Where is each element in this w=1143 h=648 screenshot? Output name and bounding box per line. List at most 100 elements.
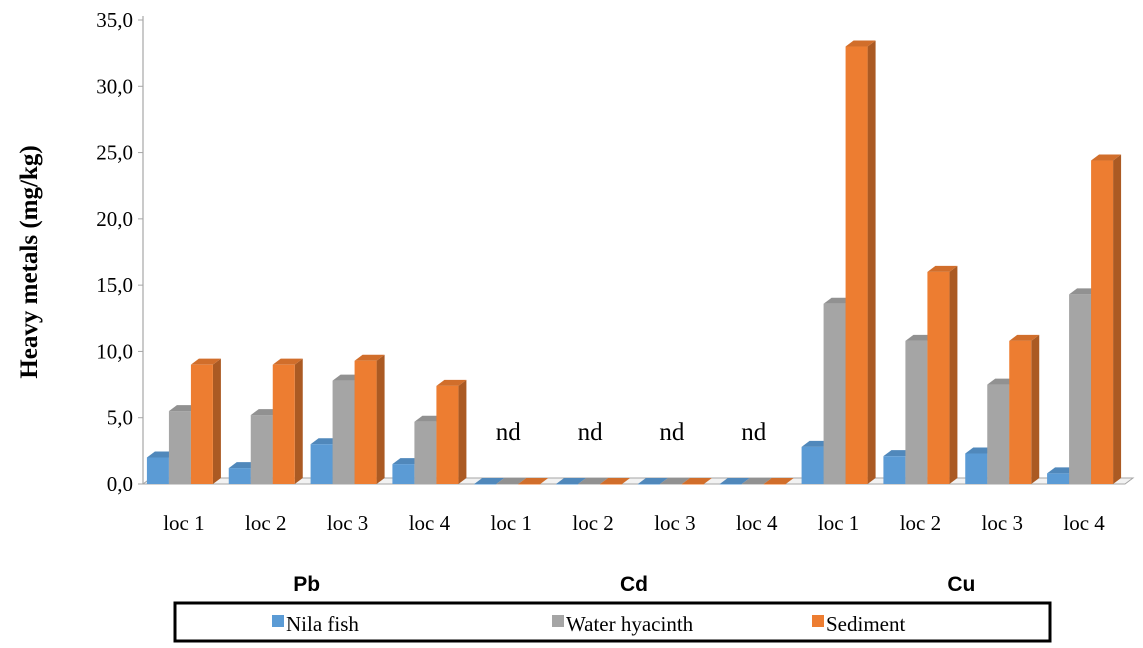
legend-swatch: [272, 615, 284, 627]
bar: [719, 478, 750, 485]
y-tick-label: 5,0: [107, 406, 133, 430]
y-tick-label: 10,0: [96, 339, 133, 363]
y-axis-title: Heavy metals (mg/kg): [16, 145, 43, 378]
bar: [681, 478, 712, 485]
bar-front: [659, 484, 682, 485]
bar: [927, 265, 958, 484]
bar-top: [578, 478, 609, 484]
x-tick-label: loc 2: [572, 511, 613, 535]
bar: [436, 379, 467, 484]
bar-side: [1113, 154, 1122, 485]
group-label: Pb: [293, 573, 320, 596]
bar-top: [1091, 154, 1122, 161]
legend-entry: Nila fish: [272, 612, 359, 636]
x-tick-label: loc 3: [982, 511, 1023, 535]
y-tick-label: 35,0: [96, 8, 133, 32]
bar-front: [637, 484, 660, 485]
bar-side: [376, 354, 385, 484]
bar-front: [496, 484, 519, 485]
nd-annotation: nd: [741, 419, 767, 446]
bar-front: [845, 46, 868, 485]
legend-label: Water hyacinth: [566, 612, 694, 636]
x-tick-label: loc 3: [654, 511, 695, 535]
bar-front: [1091, 160, 1114, 485]
bar-front: [965, 453, 988, 484]
bar-side: [867, 40, 876, 485]
nd-annotation: nd: [496, 419, 522, 446]
legend-swatch: [552, 615, 564, 627]
x-tick-label: loc 4: [736, 511, 778, 535]
bar-front: [190, 364, 213, 484]
bar-front: [578, 484, 601, 485]
y-tick-label: 15,0: [96, 273, 133, 297]
bar-side: [294, 358, 303, 484]
bar-front: [354, 360, 377, 484]
bar: [763, 478, 794, 485]
bar-top: [474, 478, 505, 484]
bar: [518, 478, 549, 485]
bar: [578, 478, 609, 485]
group-label: Cu: [947, 573, 975, 596]
bar-side: [1031, 334, 1040, 484]
bar-front: [801, 446, 824, 484]
x-tick-label: loc 2: [245, 511, 286, 535]
bar-top: [518, 478, 549, 484]
bar-top: [600, 478, 631, 484]
bar-top: [681, 478, 712, 484]
bar-front: [310, 444, 333, 484]
bar-front: [146, 457, 169, 484]
x-tick-label: loc 1: [491, 511, 532, 535]
bar-front: [332, 380, 355, 484]
bar-top: [190, 358, 221, 365]
bar-top: [741, 478, 772, 484]
bar-front: [228, 468, 251, 484]
nd-annotation: nd: [659, 419, 685, 446]
bar-front: [474, 484, 497, 485]
bar: [1009, 334, 1040, 484]
x-tick-label: loc 4: [409, 511, 451, 535]
bar: [1091, 154, 1122, 485]
y-tick-label: 25,0: [96, 141, 133, 165]
bar-top: [556, 478, 587, 484]
bars: [146, 40, 1122, 485]
bar-side: [458, 379, 467, 484]
bar-front: [763, 484, 786, 485]
x-tick-label: loc 3: [327, 511, 368, 535]
bar-top: [659, 478, 690, 484]
bar: [659, 478, 690, 485]
bar-front: [272, 364, 295, 484]
y-tick-label: 30,0: [96, 74, 133, 98]
bar-front: [1047, 473, 1070, 484]
legend-label: Nila fish: [286, 612, 359, 636]
legend-entry: Sediment: [812, 612, 905, 636]
bar-top: [719, 478, 750, 484]
bar-side: [212, 358, 221, 484]
bar-front: [600, 484, 623, 485]
bar-front: [719, 484, 742, 485]
bar: [474, 478, 505, 485]
legend: Nila fish Water hyacinth Sediment: [173, 601, 1052, 643]
bar-top: [927, 265, 958, 272]
legend-box: [173, 601, 1052, 643]
bar-top: [763, 478, 794, 484]
legend-entry: Water hyacinth: [552, 612, 694, 636]
bar: [354, 354, 385, 484]
bar-front: [883, 456, 906, 484]
bar-top: [1009, 334, 1040, 341]
bar-top: [354, 354, 385, 361]
bar: [272, 358, 303, 484]
bar: [845, 40, 876, 485]
y-tick-label: 20,0: [96, 207, 133, 231]
legend-label: Sediment: [826, 612, 905, 636]
nd-annotation: nd: [578, 419, 604, 446]
bar-front: [250, 415, 273, 484]
x-tick-label: loc 2: [900, 511, 941, 535]
bar-front: [518, 484, 541, 485]
bar: [556, 478, 587, 485]
bar-front: [927, 271, 950, 484]
bar: [496, 478, 527, 485]
group-label: Cd: [620, 573, 648, 596]
bar: [190, 358, 221, 484]
